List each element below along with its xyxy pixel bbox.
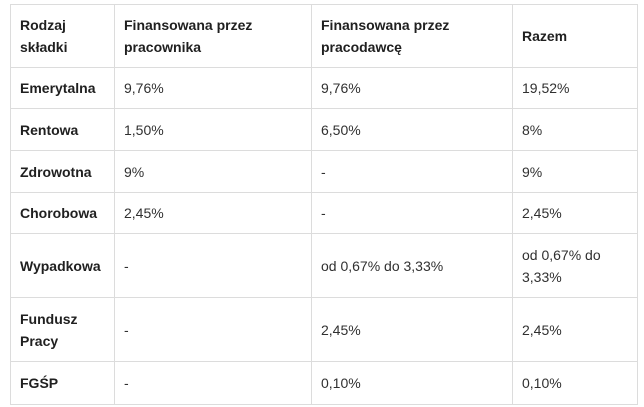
header-contribution-type: Rodzaj składki <box>10 4 115 68</box>
cell-contribution-name: Wypadkowa <box>10 233 115 298</box>
cell-employee: 9,76% <box>114 67 312 109</box>
header-row: Rodzaj składki Finansowana przez pracown… <box>10 4 638 68</box>
table-header: Rodzaj składki Finansowana przez pracown… <box>10 4 638 68</box>
table-row: Zdrowotna 9% - 9% <box>10 150 638 193</box>
cell-contribution-name: Chorobowa <box>10 192 115 234</box>
cell-employer: 6,50% <box>311 108 513 151</box>
table-row: Fundusz Pracy - 2,45% 2,45% <box>10 297 638 362</box>
cell-total: od 0,67% do 3,33% <box>512 233 638 298</box>
cell-employee: - <box>114 297 312 362</box>
cell-employee: 1,50% <box>114 108 312 151</box>
cell-employee: 9% <box>114 150 312 193</box>
cell-contribution-name: Zdrowotna <box>10 150 115 193</box>
cell-total: 2,45% <box>512 297 638 362</box>
cell-employer: od 0,67% do 3,33% <box>311 233 513 298</box>
cell-employer: - <box>311 192 513 234</box>
cell-contribution-name: FGŚP <box>10 361 115 405</box>
table-body: Emerytalna 9,76% 9,76% 19,52% Rentowa 1,… <box>10 67 638 405</box>
cell-employer: 9,76% <box>311 67 513 109</box>
table-row: FGŚP - 0,10% 0,10% <box>10 361 638 405</box>
contributions-table: Rodzaj składki Finansowana przez pracown… <box>10 4 638 405</box>
table-row: Rentowa 1,50% 6,50% 8% <box>10 108 638 151</box>
cell-contribution-name: Emerytalna <box>10 67 115 109</box>
cell-employer: 2,45% <box>311 297 513 362</box>
cell-total: 2,45% <box>512 192 638 234</box>
cell-contribution-name: Fundusz Pracy <box>10 297 115 362</box>
cell-employee: - <box>114 233 312 298</box>
cell-contribution-name: Rentowa <box>10 108 115 151</box>
cell-total: 0,10% <box>512 361 638 405</box>
cell-employer: 0,10% <box>311 361 513 405</box>
table-row: Wypadkowa - od 0,67% do 3,33% od 0,67% d… <box>10 233 638 298</box>
header-employee-funded: Finansowana przez pracownika <box>114 4 312 68</box>
header-total: Razem <box>512 4 638 68</box>
table-row: Chorobowa 2,45% - 2,45% <box>10 192 638 234</box>
cell-total: 9% <box>512 150 638 193</box>
cell-total: 19,52% <box>512 67 638 109</box>
cell-total: 8% <box>512 108 638 151</box>
cell-employee: 2,45% <box>114 192 312 234</box>
header-employer-funded: Finansowana przez pracodawcę <box>311 4 513 68</box>
cell-employer: - <box>311 150 513 193</box>
cell-employee: - <box>114 361 312 405</box>
table-row: Emerytalna 9,76% 9,76% 19,52% <box>10 67 638 109</box>
